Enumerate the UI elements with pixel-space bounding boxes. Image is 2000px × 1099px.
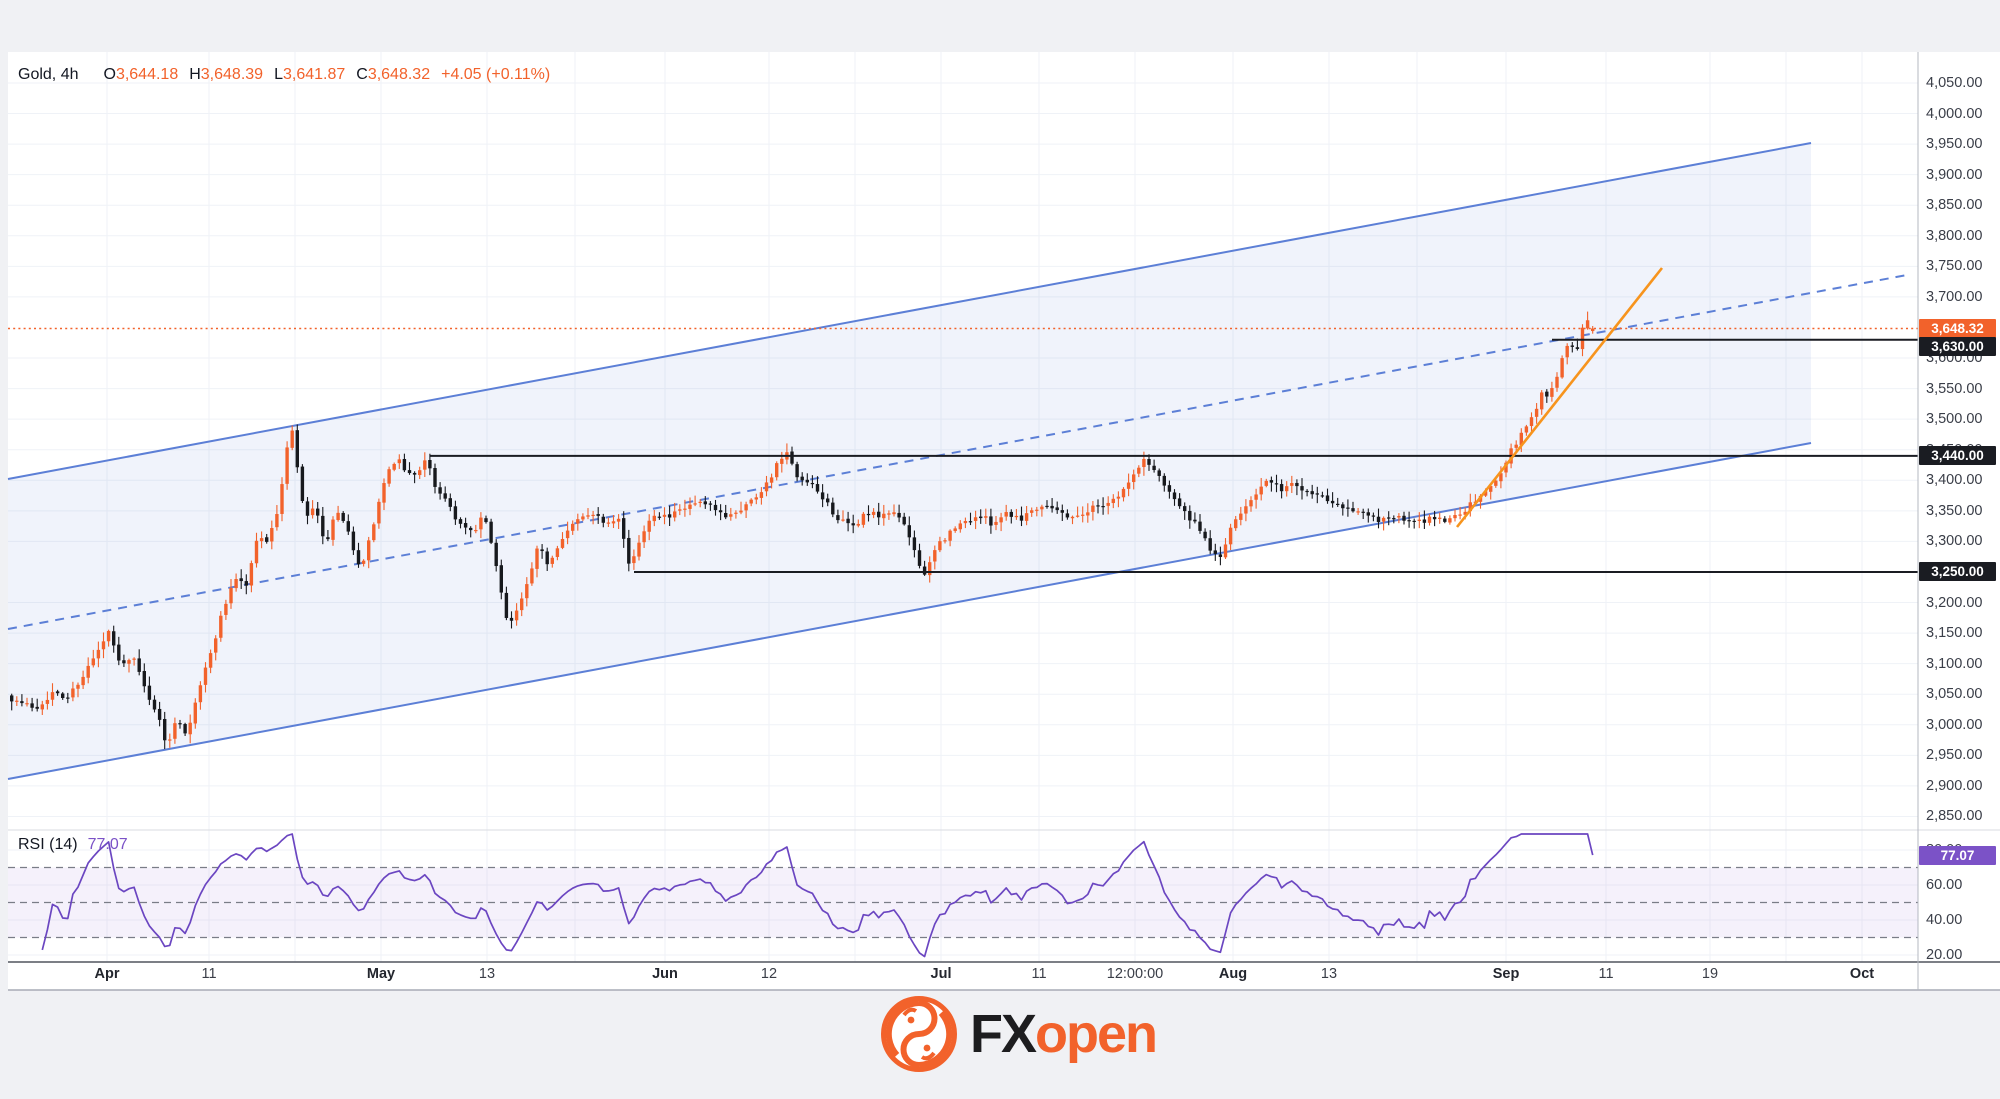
price-axis-label: 3,550.00 <box>1926 380 1983 397</box>
price-axis-label: 3,500.00 <box>1926 411 1983 428</box>
ohlc-open-label: O <box>103 66 116 83</box>
rsi-axis-label: 60.00 <box>1926 877 1963 893</box>
price-axis-label: 3,200.00 <box>1926 594 1983 611</box>
change-value: +4.05 (+0.11%) <box>441 66 551 83</box>
rsi-legend: RSI (14) 77.07 <box>18 836 128 854</box>
time-axis-label: Oct <box>1849 966 1875 982</box>
level-badge-3440: 3,440.00 <box>1919 446 1996 466</box>
price-axis-label: 2,900.00 <box>1926 777 1983 794</box>
time-axis-label: Aug <box>1218 966 1248 982</box>
price-axis-label: 4,050.00 <box>1926 75 1983 91</box>
price-axis-label: 3,000.00 <box>1926 716 1983 733</box>
ohlc-low-value: 3,641.87 <box>282 66 346 83</box>
ohlc-high-value: 3,648.39 <box>200 66 264 83</box>
price-axis-label: 3,750.00 <box>1926 258 1983 275</box>
ohlc-open-value: 3,644.18 <box>115 66 179 83</box>
time-axis-label: 12:00:00 <box>1106 966 1164 982</box>
logo-open-text: open <box>1035 1004 1158 1064</box>
price-axis-label: 3,150.00 <box>1926 625 1983 642</box>
time-axis-label: 11 <box>201 966 217 982</box>
price-axis-label: 3,350.00 <box>1926 502 1983 519</box>
ohlc-close-label: C <box>356 66 368 83</box>
rsi-axis-label: 40.00 <box>1926 912 1963 928</box>
time-axis-label: 19 <box>1701 966 1719 982</box>
logo-fx-text: FX <box>970 1004 1037 1064</box>
price-axis-label: 3,950.00 <box>1926 136 1983 153</box>
fxopen-logo-text: FXopen <box>970 995 1158 1073</box>
price-axis-label: 3,800.00 <box>1926 227 1983 244</box>
price-axis-label: 3,300.00 <box>1926 533 1983 550</box>
ohlc-low-label: L <box>274 66 283 83</box>
trendline-drawing[interactable] <box>1455 267 1664 528</box>
price-axis-label: 3,100.00 <box>1926 655 1983 672</box>
ohlc-close-value: 3,648.32 <box>367 66 431 83</box>
time-axis-label: Sep <box>1492 966 1520 982</box>
price-axis-label: 3,900.00 <box>1926 166 1983 183</box>
price-axis-label: 2,950.00 <box>1926 747 1983 764</box>
rsi-axis-label: 20.00 <box>1926 947 1963 963</box>
ohlc-high-label: H <box>189 66 201 83</box>
symbol-legend: Gold, 4h O3,644.18 H3,648.39 L3,641.87 C3,64… <box>18 66 550 84</box>
time-axis-label: May <box>366 966 396 982</box>
level-badge-3250: 3,250.00 <box>1919 562 1996 582</box>
fxopen-emblem-icon <box>881 996 957 1072</box>
rsi-value: 77.07 <box>87 836 128 853</box>
rsi-value-badge: 77.07 <box>1919 845 1996 865</box>
price-axis-label: 3,400.00 <box>1926 472 1983 489</box>
time-axis-label: 13 <box>478 966 496 982</box>
price-axis-label: 4,000.00 <box>1926 105 1983 122</box>
time-axis-label: Apr <box>94 966 120 982</box>
time-axis-label: 13 <box>1320 966 1338 982</box>
symbol-name: Gold, 4h <box>18 66 79 83</box>
level-badge-3630: 3,630.00 <box>1919 337 1996 357</box>
candlestick-series <box>10 311 1595 750</box>
time-axis-label: 11 <box>1598 966 1614 982</box>
fxopen-logo: FXopen <box>880 990 1180 1078</box>
price-axis-label: 3,850.00 <box>1926 197 1983 214</box>
time-axis-label: 12 <box>760 966 778 982</box>
price-axis-label: 3,050.00 <box>1926 686 1983 703</box>
trend-channel-drawing[interactable] <box>7 142 1908 780</box>
chart-widget-background <box>8 52 2000 990</box>
channel-median-line[interactable] <box>7 274 1908 630</box>
time-axis-label: Jul <box>930 966 952 982</box>
rsi-plot <box>8 833 1918 958</box>
time-axis-label: Jun <box>652 966 678 982</box>
current-price-badge: 3,648.32 <box>1919 319 1996 338</box>
rsi-line <box>41 833 1594 958</box>
price-axis-label: 3,700.00 <box>1926 288 1983 305</box>
price-axis-label: 2,850.00 <box>1926 808 1983 825</box>
time-axis-label: 11 <box>1031 966 1047 982</box>
rsi-title: RSI (14) <box>18 836 78 853</box>
grid-lines <box>8 52 1918 962</box>
